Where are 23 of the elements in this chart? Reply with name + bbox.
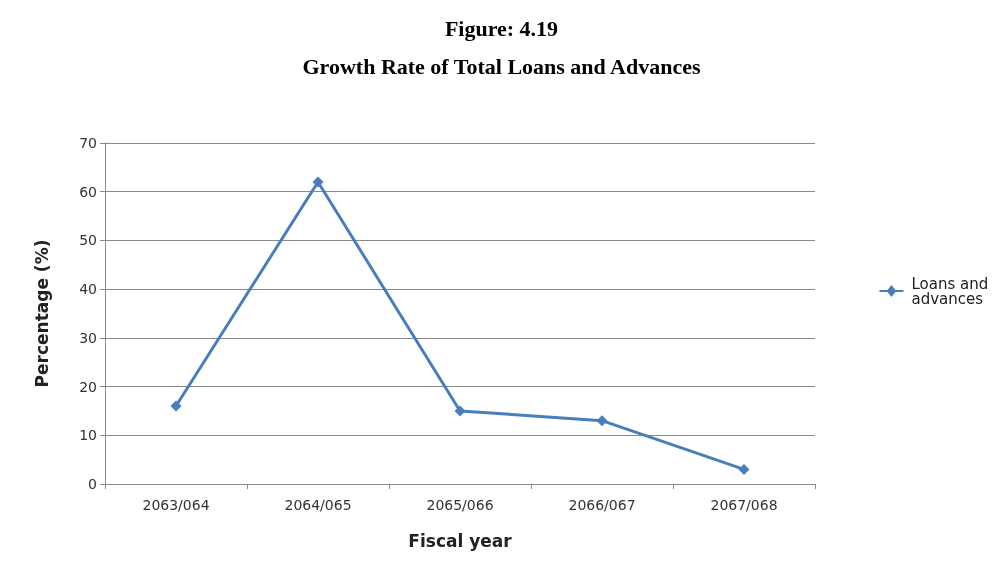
x-tick-label: 2067/068 xyxy=(710,497,778,513)
y-axis-title: Percentage (%) xyxy=(31,239,52,388)
point xyxy=(738,463,750,475)
legend-label: Loans and advances xyxy=(911,274,994,308)
x-tick-label: 2065/066 xyxy=(426,497,494,513)
y-tick-label: 70 xyxy=(79,135,97,151)
y-tick-label: 60 xyxy=(79,183,97,200)
x-tick-label: 2066/067 xyxy=(568,497,636,513)
point xyxy=(312,176,324,188)
y-tick-label: 50 xyxy=(79,232,97,249)
y-tick-label: 20 xyxy=(79,378,97,395)
x-tick-label: 2064/065 xyxy=(284,497,352,513)
x-tick-label: 2063/064 xyxy=(142,497,210,513)
point xyxy=(596,415,608,427)
y-tick-label: 30 xyxy=(79,329,97,346)
chart-title: Figure: 4.19 xyxy=(444,15,559,41)
point xyxy=(454,405,466,417)
y-tick-label: 40 xyxy=(79,281,97,298)
y-tick-label: 0 xyxy=(88,476,97,492)
x-axis-title: Fiscal year xyxy=(408,530,513,551)
point xyxy=(170,400,182,412)
chart-subtitle: Growth Rate of Total Loans and Advances xyxy=(302,53,701,79)
y-tick-label: 10 xyxy=(79,427,97,444)
